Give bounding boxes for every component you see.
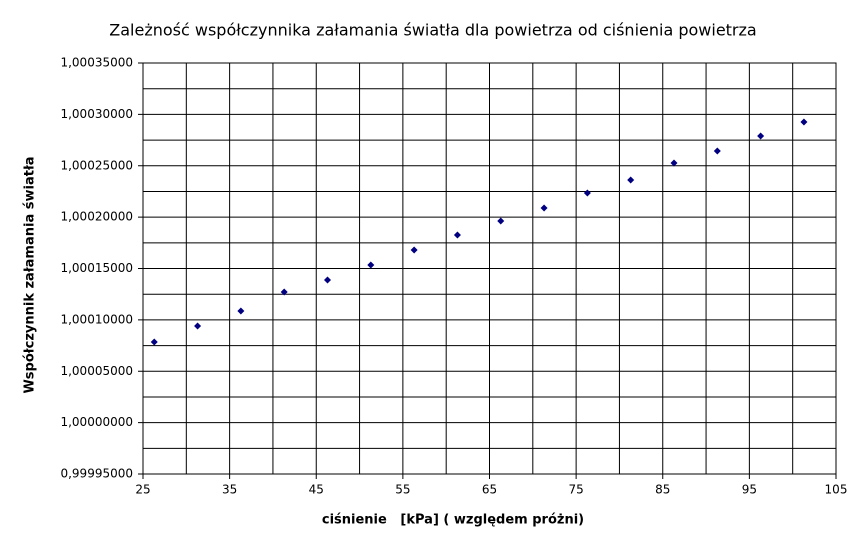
y-tick-label: 1,00015000 (60, 261, 133, 275)
y-tick-label: 1,00010000 (60, 312, 133, 326)
y-tick-label: 1,00025000 (60, 158, 133, 172)
y-tick-label: 0,99995000 (60, 467, 133, 481)
data-point (670, 159, 678, 167)
x-tick-label: 95 (742, 483, 757, 497)
x-tick-label: 65 (482, 483, 497, 497)
x-tick-label: 75 (568, 483, 583, 497)
data-point (757, 132, 765, 140)
data-point (583, 189, 591, 197)
plot-area-border (142, 62, 837, 475)
data-point (324, 276, 332, 284)
x-tick-label: 55 (395, 483, 410, 497)
x-tick-label: 35 (222, 483, 237, 497)
x-tick-label: 85 (655, 483, 670, 497)
data-point (280, 288, 288, 296)
y-tick-label: 1,00020000 (60, 210, 133, 224)
data-point (237, 307, 245, 315)
data-point (540, 204, 548, 212)
x-axis-label: ciśnienie [kPa] ( względem próżni) (322, 513, 584, 528)
y-tick-label: 1,00005000 (60, 364, 133, 378)
data-point (800, 118, 808, 126)
data-point (194, 322, 202, 330)
chart-title: Zależność współczynnika załamania światł… (109, 21, 756, 40)
y-tick-label: 1,00030000 (60, 107, 133, 121)
data-point (150, 338, 158, 346)
data-point (367, 261, 375, 269)
x-tick-label: 45 (309, 483, 324, 497)
data-point (453, 231, 461, 239)
data-point (627, 176, 635, 184)
x-tick-label: 25 (135, 483, 150, 497)
y-tick-label: 1,00000000 (60, 415, 133, 429)
y-axis-label: Współczynnik załamania światła (23, 156, 38, 393)
x-tick-label: 105 (825, 483, 848, 497)
data-point (497, 217, 505, 225)
y-tick-label: 1,00035000 (60, 56, 133, 70)
data-point (713, 147, 721, 155)
data-point (410, 246, 418, 254)
